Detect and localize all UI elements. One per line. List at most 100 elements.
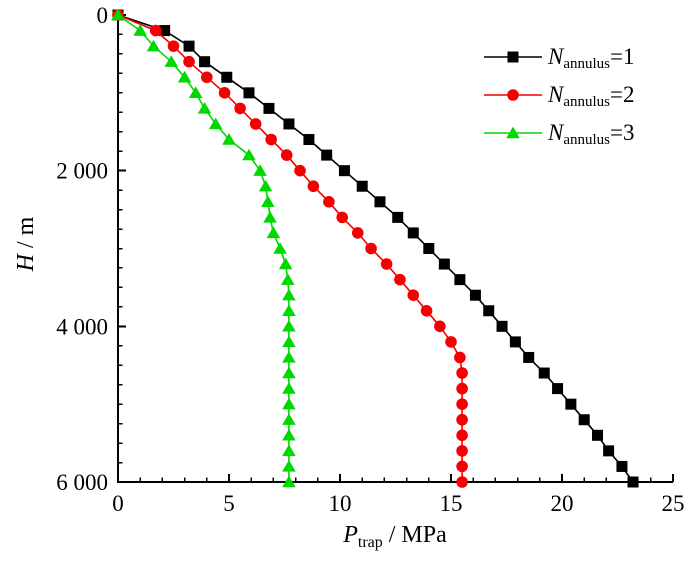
square-marker	[423, 243, 435, 254]
triangle-marker	[282, 351, 296, 363]
series-nannulus-1	[112, 9, 639, 488]
triangle-marker	[263, 210, 277, 223]
triangle-marker	[282, 413, 296, 425]
ticks	[117, 14, 674, 483]
circle-marker	[183, 55, 195, 68]
square-marker	[263, 102, 275, 114]
triangle-marker	[266, 226, 281, 239]
square-marker	[159, 25, 171, 37]
legend-marker-triangle-icon	[482, 126, 544, 140]
legend-label: Nannulus=3	[548, 120, 635, 148]
square-marker	[283, 118, 295, 130]
x-tick-label: 5	[223, 491, 235, 516]
circle-marker	[456, 476, 468, 488]
circle-marker	[420, 304, 433, 317]
legend-marker-circle-icon	[482, 88, 544, 102]
circle-marker	[167, 40, 180, 52]
square-marker	[552, 383, 564, 395]
triangle-marker	[253, 164, 267, 176]
legend-label: Nannulus=1	[548, 44, 635, 72]
legend-entry-nannulus-3: Nannulus=3	[482, 114, 635, 152]
legend-icon-canvas	[484, 126, 542, 139]
square-marker	[338, 165, 350, 177]
circle-marker	[407, 289, 420, 302]
series-line-3	[117, 14, 290, 482]
triangle-marker	[282, 288, 296, 301]
series-nannulus-2	[112, 9, 468, 488]
y-axis-unit: / m	[13, 216, 39, 254]
circle-marker	[507, 89, 519, 101]
series-line-2	[117, 14, 463, 482]
circle-marker	[307, 180, 320, 193]
square-marker	[321, 149, 333, 161]
y-tick-label: 2 000	[56, 159, 108, 184]
square-marker	[565, 398, 577, 410]
x-axis-unit: / MPa	[382, 522, 447, 548]
y-axis-title: H / m	[13, 183, 41, 305]
triangle-marker	[281, 273, 295, 285]
triangle-marker	[282, 397, 296, 410]
legend: Nannulus=1 Nannulus=2 Nannulus=3	[482, 38, 635, 152]
square-marker	[483, 305, 495, 317]
square-marker	[509, 336, 521, 348]
legend-var: N	[548, 44, 564, 69]
square-marker	[221, 71, 233, 83]
square-marker	[592, 429, 604, 441]
triangle-marker	[282, 428, 296, 441]
circle-marker	[201, 71, 213, 84]
triangle-marker	[506, 126, 520, 139]
circle-marker	[456, 445, 468, 457]
triangle-marker	[282, 319, 296, 332]
circle-marker	[280, 149, 293, 161]
x-tick-label: 15	[440, 491, 463, 516]
circle-marker	[351, 227, 364, 239]
triangle-marker	[282, 366, 296, 379]
circle-marker	[456, 460, 468, 473]
circle-marker	[456, 367, 468, 379]
circle-marker	[445, 336, 457, 348]
triangle-marker	[208, 117, 223, 130]
x-tick-label: 10	[329, 491, 352, 516]
square-marker	[469, 289, 481, 301]
legend-sub: annulus	[563, 94, 611, 110]
y-tick-label: 4 000	[56, 314, 108, 339]
circle-marker	[454, 351, 466, 364]
legend-eq: =3	[610, 120, 635, 145]
legend-icon-canvas	[484, 51, 542, 63]
triangle-marker	[258, 179, 273, 192]
triangle-marker	[188, 86, 203, 99]
triangle-marker	[111, 8, 125, 21]
triangle-marker	[282, 460, 296, 472]
triangle-marker	[222, 133, 236, 145]
triangle-marker	[261, 195, 275, 207]
legend-label: Nannulus=2	[548, 82, 635, 110]
triangle-marker	[278, 257, 293, 270]
circle-marker	[434, 320, 446, 333]
legend-marker-square-icon	[482, 50, 544, 64]
square-marker	[603, 445, 615, 457]
circle-marker	[456, 413, 468, 426]
triangle-marker	[282, 475, 296, 488]
square-marker	[507, 51, 519, 63]
legend-eq: =1	[610, 44, 635, 69]
y-tick-label: 6 000	[56, 470, 108, 495]
series-nannulus-3	[111, 8, 296, 488]
square-marker	[616, 460, 628, 472]
circle-marker	[456, 398, 468, 410]
triangle-marker	[273, 242, 287, 254]
legend-eq: =2	[610, 82, 635, 107]
circle-marker	[218, 87, 231, 99]
square-marker	[523, 351, 535, 363]
circle-marker	[336, 211, 349, 224]
square-marker	[627, 476, 639, 488]
legend-sub: annulus	[563, 132, 611, 148]
square-marker	[183, 40, 195, 52]
square-marker	[407, 227, 419, 239]
square-marker	[356, 180, 368, 192]
circle-marker	[265, 133, 277, 146]
y-axis-variable: H	[13, 254, 39, 272]
x-tick-label: 0	[112, 491, 124, 516]
square-marker	[454, 274, 466, 286]
